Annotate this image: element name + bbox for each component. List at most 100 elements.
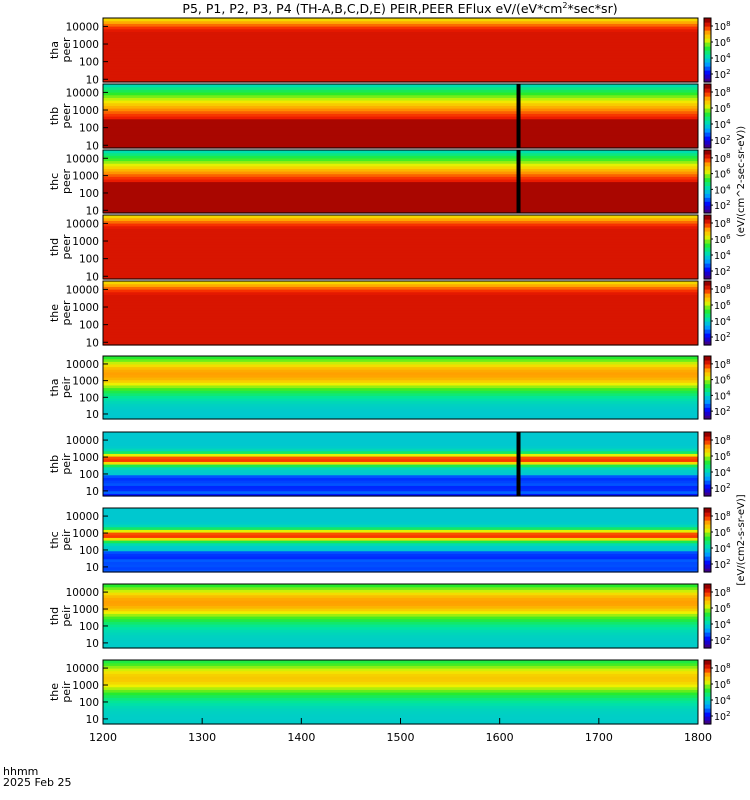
colorbar-step [704,92,711,97]
spectrogram-band [103,276,698,280]
colorbar-step [704,367,711,373]
y-tick-label: 1000 [72,39,99,51]
spectrogram-band [103,379,698,383]
colorbar-tick-label: 106 [714,374,731,387]
colorbar-step [704,492,711,497]
spectrogram-band [103,453,698,457]
spectrogram-band [103,540,698,544]
colorbar-step [704,476,711,481]
spectrogram-band [103,600,698,604]
spectrogram-band [103,405,698,410]
spectrogram-band [103,684,698,688]
colorbar-step [704,592,711,597]
spectrogram-band [103,116,698,120]
spectrogram-band [103,294,698,298]
colorbar-step [704,181,711,187]
colorbar-step [704,136,711,141]
spectrogram-band [103,694,698,698]
spectrogram-band [103,150,698,154]
colorbar-tick-label: 106 [714,526,731,539]
spectrogram-band [103,337,698,341]
spectrogram-band [103,342,698,346]
colorbar-tick-label: 108 [714,217,731,230]
spectrogram-band [103,545,698,549]
panel-tha-peir: 10 100 1000 10000 thapeir 102 104 106 108 [48,355,731,421]
colorbar-step [704,460,711,465]
spectrogram-band [103,215,698,219]
spectrogram-band [103,516,698,520]
chart-title: P5, P1, P2, P3, P4 (TH-A,B,C,D,E) PEIR,P… [182,1,617,16]
colorbar-step [704,100,711,105]
colorbar-tick-label: 108 [714,20,731,33]
spectrogram-band [103,411,698,415]
spectrogram-band [103,589,698,593]
panel-label: thdpeir [48,605,73,627]
spectrogram-band [103,416,698,420]
colorbar-tick-label: 102 [714,558,731,571]
colorbar-tick-label: 106 [714,36,731,49]
colorbar-step [704,399,711,404]
spectrogram-band [103,297,698,301]
colorbar-tick-label: 106 [714,678,731,691]
x-axis: 1200 1300 1400 1500 1600 1700 1800 [89,718,712,744]
colorbar-frame [703,17,712,83]
colorbar-step [704,664,711,669]
x-tick-label: 1800 [684,731,712,744]
colorbar-step [704,604,711,609]
spectrogram-band [103,637,698,641]
colorbar-step [704,165,711,171]
colorbar-step [704,356,711,361]
spectrogram-band [103,532,698,536]
spectrogram-band [103,305,698,309]
y-tick-label: 1000 [72,452,99,464]
spectrogram-band [103,26,698,30]
spectrogram-band [103,371,698,375]
spectrogram-band [103,408,698,412]
spectrogram-band [103,255,698,259]
colorbar-step [704,34,711,39]
spectrogram-band [103,265,698,269]
spectrogram-band [103,217,698,221]
spectrogram-band [103,363,698,368]
colorbar-step [704,50,711,55]
y-tick-label: 10 [86,271,99,283]
x-tick-label: 1300 [188,731,216,744]
colorbar-step [704,259,711,264]
colorbar-step [704,78,711,83]
colorbar-step [704,680,711,685]
colorbar-step [704,540,711,545]
colorbar-step [704,712,711,717]
colorbar-step [704,584,711,589]
spectrogram-band [103,134,698,138]
colorbar: 102 104 106 108 [703,17,731,83]
colorbar-step [704,275,711,280]
spectrogram-band [103,485,698,489]
colorbar-step [704,185,711,190]
x-unit-label: hhmm [3,765,38,778]
spectrogram-band [103,231,698,235]
spectrogram-band [103,339,698,343]
colorbar-tick-label: 108 [714,283,731,296]
panel-label: thbpeer [48,103,73,129]
spectrogram-band [103,700,698,704]
spectrogram-band [103,445,698,449]
spectrogram-band [103,358,698,362]
spectrogram-band [103,207,698,211]
colorbar-step [704,271,711,276]
panel-thd-peir: 10 100 1000 10000 thdpeir 102 104 106 108 [48,583,731,650]
colorbar-step [704,66,711,71]
colorbar-frame [703,431,712,497]
spectrogram-band [103,244,698,248]
spectrogram-band [103,676,698,680]
colorbar-tick-label: 102 [714,265,731,278]
x-tick-label: 1600 [486,731,514,744]
spectrogram-band [103,642,698,646]
spectrogram-band [103,508,698,512]
spectrogram-band [103,321,698,325]
spectrogram-band [103,558,698,562]
spectrogram-band [103,289,698,293]
y-tick-label: 10000 [66,359,99,371]
colorbar-step [704,108,711,113]
spectrogram-band [103,464,698,468]
colorbar-step [704,512,711,517]
